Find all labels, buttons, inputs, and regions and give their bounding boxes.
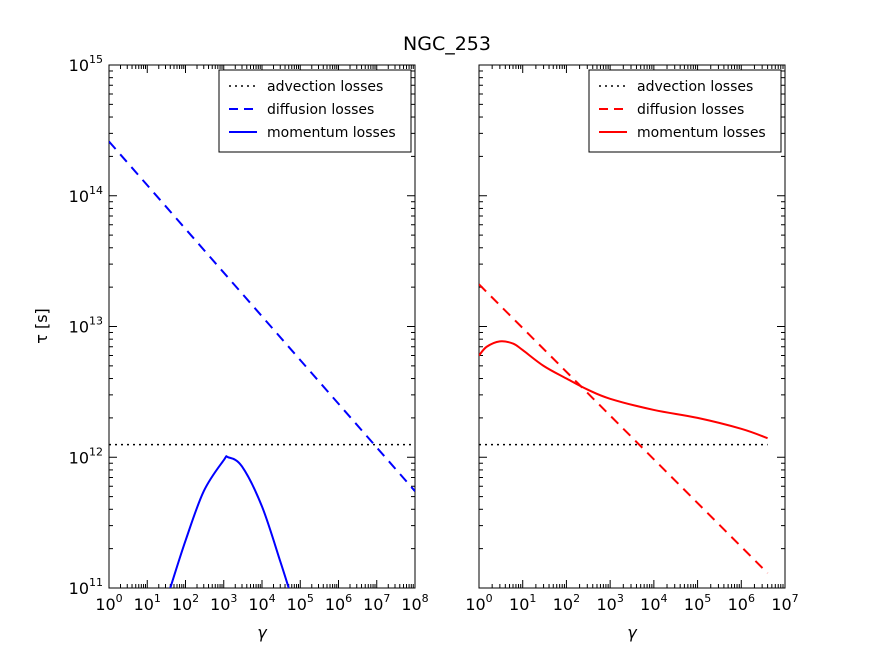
x-axis-label: γ — [257, 623, 268, 642]
series-diffusion-losses — [479, 283, 769, 574]
y-tick-label: 1014 — [69, 184, 103, 206]
legend-box — [218, 69, 412, 153]
x-tick-label: 105 — [287, 592, 314, 614]
series-momentum-losses — [479, 340, 768, 440]
x-axis-label: γ — [627, 623, 638, 642]
x-tick-label: 102 — [553, 592, 580, 614]
x-tick-label: 104 — [248, 592, 275, 614]
series-diffusion-losses — [109, 140, 415, 492]
y-tick-label: 1011 — [69, 576, 103, 598]
legend-box — [588, 69, 782, 153]
x-tick-label: 100 — [95, 592, 122, 614]
legend-label: diffusion losses — [267, 102, 374, 118]
left-panel: 100 101 102 103 104 105 106 107 108 1011 1012 1013 1… — [69, 53, 429, 642]
y-tick-label: 1013 — [69, 315, 103, 337]
legend-label: advection losses — [637, 79, 753, 95]
x-tick-label: 100 — [465, 592, 492, 614]
y-tick-label: 1012 — [69, 445, 103, 467]
x-tick-label: 103 — [210, 592, 237, 614]
right-panel: 100 101 102 103 104 105 106 107 γ advection losse… — [465, 64, 799, 642]
x-tick-label: 101 — [509, 592, 536, 614]
x-tick-label: 105 — [684, 592, 711, 614]
x-tick-label: 107 — [363, 592, 390, 614]
x-tick-label: 103 — [596, 592, 623, 614]
legend: advection losses diffusion losses momentum… — [588, 69, 782, 153]
legend: advection losses diffusion losses momentum… — [218, 69, 412, 153]
y-tick-label: 1015 — [69, 53, 103, 75]
x-tick-label: 106 — [325, 592, 352, 614]
series-momentum-losses — [169, 455, 290, 588]
x-tick-label: 102 — [172, 592, 199, 614]
x-tick-label: 104 — [640, 592, 667, 614]
x-tick-label: 106 — [728, 592, 755, 614]
legend-label: advection losses — [267, 79, 383, 95]
x-tick-label: 108 — [401, 592, 428, 614]
y-axis-label: τ [s] — [32, 308, 51, 344]
chart-title: NGC_253 — [403, 33, 491, 55]
x-tick-label: 107 — [771, 592, 798, 614]
x-tick-label: 101 — [134, 592, 161, 614]
legend-label: momentum losses — [637, 125, 766, 141]
legend-label: diffusion losses — [637, 102, 744, 118]
legend-label: momentum losses — [267, 125, 396, 141]
